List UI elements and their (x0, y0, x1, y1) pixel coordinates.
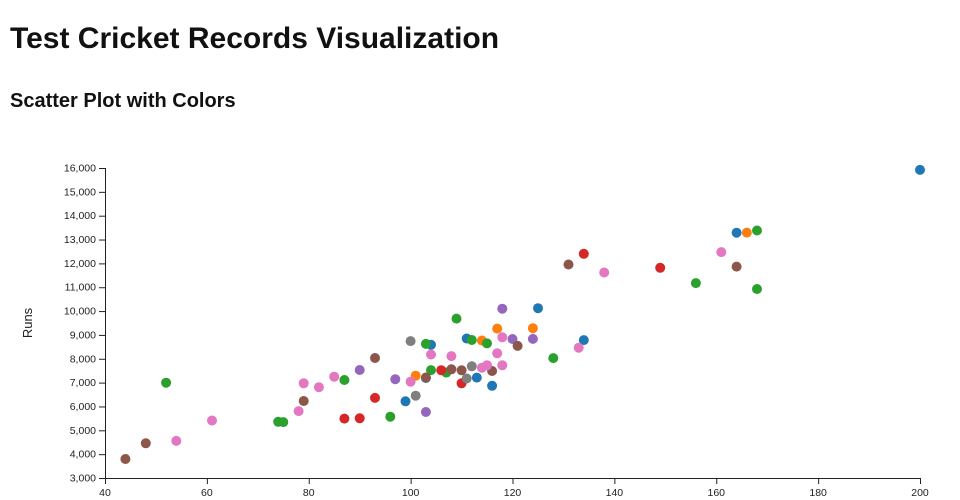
scatter-point-green (385, 411, 396, 422)
scatter-point-orange (527, 323, 538, 334)
scatter-point-green (752, 284, 762, 294)
scatter-point-purple (527, 333, 538, 344)
y-axis-title: Runs (20, 307, 35, 338)
scatter-point-gray (466, 361, 477, 372)
y-tick-label: 4,000 (70, 449, 96, 461)
scatter-point-green (451, 313, 462, 324)
x-tick-label: 60 (201, 487, 213, 499)
x-tick-label: 160 (707, 487, 725, 499)
scatter-point-pink (313, 382, 324, 393)
scatter-point-green (548, 353, 559, 364)
chart-subtitle: Scatter Plot with Colors (10, 90, 236, 112)
y-tick-label: 11,000 (65, 282, 96, 294)
y-tick-label: 7,000 (70, 377, 96, 389)
scatter-point-purple (507, 334, 518, 344)
scatter-point-brown (446, 364, 457, 375)
scatter-point-pink (476, 362, 487, 373)
y-tick-label: 14,000 (64, 210, 96, 222)
scatter-point-blue (471, 372, 482, 383)
scatter-point-red (655, 262, 666, 273)
y-tick-label: 8,000 (70, 353, 96, 365)
scatter-point-red (339, 413, 350, 424)
y-tick-label: 6,000 (70, 401, 96, 413)
scatter-point-gray (405, 336, 416, 347)
scatter-point-gray (410, 390, 421, 401)
scatter-point-pink (171, 435, 182, 446)
scatter-point-pink (573, 342, 584, 353)
scatter-point-brown (120, 454, 131, 464)
x-tick-label: 200 (911, 487, 929, 499)
scatter-point-green (420, 338, 431, 349)
scatter-point-brown (512, 340, 523, 351)
scatter-point-green (466, 335, 477, 345)
scatter-point-brown (731, 261, 742, 272)
x-tick-label: 80 (303, 487, 315, 499)
y-tick-label: 10,000 (64, 306, 96, 318)
scatter-point-pink (405, 376, 416, 387)
x-tick-label: 140 (606, 487, 624, 499)
y-tick-label: 12,000 (64, 258, 96, 270)
page: Test Cricket Records Visualization Scatt… (0, 20, 960, 500)
y-tick-label: 9,000 (70, 329, 96, 341)
scatter-point-blue (915, 164, 925, 175)
scatter-point-pink (497, 360, 508, 371)
y-tick-label: 13,000 (64, 234, 96, 246)
scatter-point-orange (492, 323, 503, 334)
scatter-point-pink (426, 349, 436, 360)
scatter-point-green (278, 417, 289, 428)
scatter-point-purple (497, 303, 508, 314)
y-tick-label: 3,000 (70, 473, 96, 485)
scatter-point-brown (140, 438, 151, 449)
scatter-point-pink (716, 247, 727, 258)
scatter-point-purple (354, 365, 365, 375)
y-tick-label: 16,000 (64, 163, 96, 175)
scatter-point-red (436, 365, 447, 376)
scatter-point-red (578, 248, 589, 259)
scatter-point-pink (599, 267, 610, 278)
scatter-point-green (426, 365, 436, 376)
scatter-point-brown (370, 353, 380, 363)
scatter-point-green (482, 338, 492, 349)
scatter-point-red (370, 392, 380, 403)
scatter-chart-svg: 40 60 80 100 120 140 160 180 200 3,000 4,000 5,000 6… (20, 163, 929, 500)
scatter-point-pink (207, 415, 217, 426)
x-tick-label: 100 (402, 487, 420, 499)
scatter-point-pink (329, 371, 340, 382)
scatter-point-green (339, 375, 350, 385)
scatter-point-gray (461, 373, 472, 384)
scatter-point-blue (533, 303, 543, 314)
scatter-point-green (690, 278, 701, 289)
x-tick-label: 180 (809, 487, 827, 499)
scatter-point-blue (487, 380, 498, 391)
x-tick-label: 120 (504, 487, 522, 499)
scatter-point-pink (298, 378, 309, 389)
scatter-point-brown (456, 365, 467, 376)
scatter-point-brown (298, 396, 309, 406)
scatter-point-blue (731, 227, 742, 238)
scatter-point-orange (741, 227, 752, 238)
scatter-point-pink (446, 351, 457, 362)
scatter-point-purple (420, 407, 431, 417)
scatter-point-blue (400, 396, 411, 407)
y-tick-label: 5,000 (70, 425, 96, 437)
scatter-point-purple (390, 374, 401, 385)
scatter-point-red (354, 413, 365, 424)
x-tick-label: 40 (99, 487, 111, 499)
scatter-point-green (161, 377, 172, 388)
y-tick-label: 15,000 (64, 186, 96, 198)
scatter-point-brown (563, 259, 574, 270)
page-title: Test Cricket Records Visualization (10, 22, 500, 55)
scatter-point-pink (492, 348, 503, 359)
scatter-point-pink (293, 406, 304, 417)
scatter-point-pink (497, 332, 508, 343)
scatter-point-brown (420, 372, 431, 383)
scatter-point-blue (578, 335, 589, 346)
scatter-point-green (752, 225, 762, 236)
